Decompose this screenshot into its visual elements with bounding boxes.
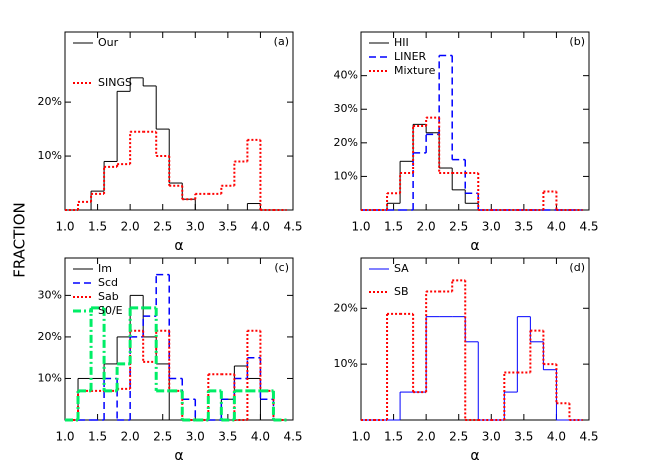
legend-label: SINGS xyxy=(98,76,132,89)
y-tick-label: 10% xyxy=(334,357,358,370)
x-tick-label: 1.5 xyxy=(384,220,403,234)
y-tick-label: 20% xyxy=(334,301,358,314)
y-tick-label: 10% xyxy=(334,169,358,182)
x-tick-label: 2.5 xyxy=(449,430,468,444)
legend-label: Mixture xyxy=(394,64,436,77)
x-tick-label: 4.0 xyxy=(251,220,270,234)
legend-label: SB xyxy=(394,285,409,298)
legend-label: Our xyxy=(98,36,119,49)
x-tick-label: 1.0 xyxy=(351,220,370,234)
panel-label: (d) xyxy=(569,261,585,274)
x-axis-label: α xyxy=(470,238,479,254)
x-tick-label: 4.5 xyxy=(579,220,598,234)
y-tick-label: 10% xyxy=(38,149,62,162)
x-axis-label: α xyxy=(470,448,479,464)
x-tick-label: 3.0 xyxy=(482,430,501,444)
x-tick-label: 1.0 xyxy=(55,220,74,234)
x-tick-label: 1.0 xyxy=(351,430,370,444)
legend-label: SA xyxy=(394,262,409,275)
legend-label: S0/E xyxy=(98,304,123,317)
x-tick-label: 3.0 xyxy=(186,220,205,234)
legend-label: Im xyxy=(98,262,112,275)
y-tick-label: 10% xyxy=(38,371,62,384)
y-tick-label: 30% xyxy=(38,288,62,301)
x-tick-label: 1.5 xyxy=(88,430,107,444)
plot-frame xyxy=(360,257,590,421)
x-tick-label: 3.5 xyxy=(514,430,533,444)
y-tick-label: 20% xyxy=(38,95,62,108)
x-tick-label: 4.5 xyxy=(283,430,302,444)
panel-label: (a) xyxy=(274,35,289,48)
legend-label: LINER xyxy=(394,50,427,63)
panel-label: (c) xyxy=(274,261,289,274)
legend-label: Scd xyxy=(98,276,118,289)
x-tick-label: 4.5 xyxy=(283,220,302,234)
x-tick-label: 4.0 xyxy=(547,430,566,444)
x-tick-label: 4.0 xyxy=(251,430,270,444)
x-tick-label: 2.0 xyxy=(417,430,436,444)
x-tick-label: 1.5 xyxy=(384,430,403,444)
panel-label: (b) xyxy=(569,35,585,48)
x-tick-label: 2.5 xyxy=(449,220,468,234)
x-tick-label: 4.5 xyxy=(579,430,598,444)
plot-frame xyxy=(64,31,294,211)
y-tick-label: 30% xyxy=(334,102,358,115)
x-tick-label: 3.5 xyxy=(218,220,237,234)
y-tick-label: 20% xyxy=(334,136,358,149)
x-tick-label: 2.5 xyxy=(153,220,172,234)
x-tick-label: 1.0 xyxy=(55,430,74,444)
x-axis-label: α xyxy=(174,448,183,464)
legend-label: HII xyxy=(394,36,409,49)
y-axis-label: FRACTION xyxy=(11,202,29,278)
legend-label: Sab xyxy=(98,290,119,303)
x-tick-label: 2.0 xyxy=(121,220,140,234)
x-tick-label: 1.5 xyxy=(88,220,107,234)
x-tick-label: 2.5 xyxy=(153,430,172,444)
x-tick-label: 2.0 xyxy=(121,430,140,444)
x-tick-label: 3.5 xyxy=(218,430,237,444)
plot-frame xyxy=(360,31,590,211)
x-tick-label: 3.0 xyxy=(482,220,501,234)
x-axis-label: α xyxy=(174,238,183,254)
x-tick-label: 3.5 xyxy=(514,220,533,234)
y-tick-label: 40% xyxy=(334,69,358,82)
x-tick-label: 4.0 xyxy=(547,220,566,234)
x-tick-label: 2.0 xyxy=(417,220,436,234)
y-tick-label: 20% xyxy=(38,330,62,343)
x-tick-label: 3.0 xyxy=(186,430,205,444)
